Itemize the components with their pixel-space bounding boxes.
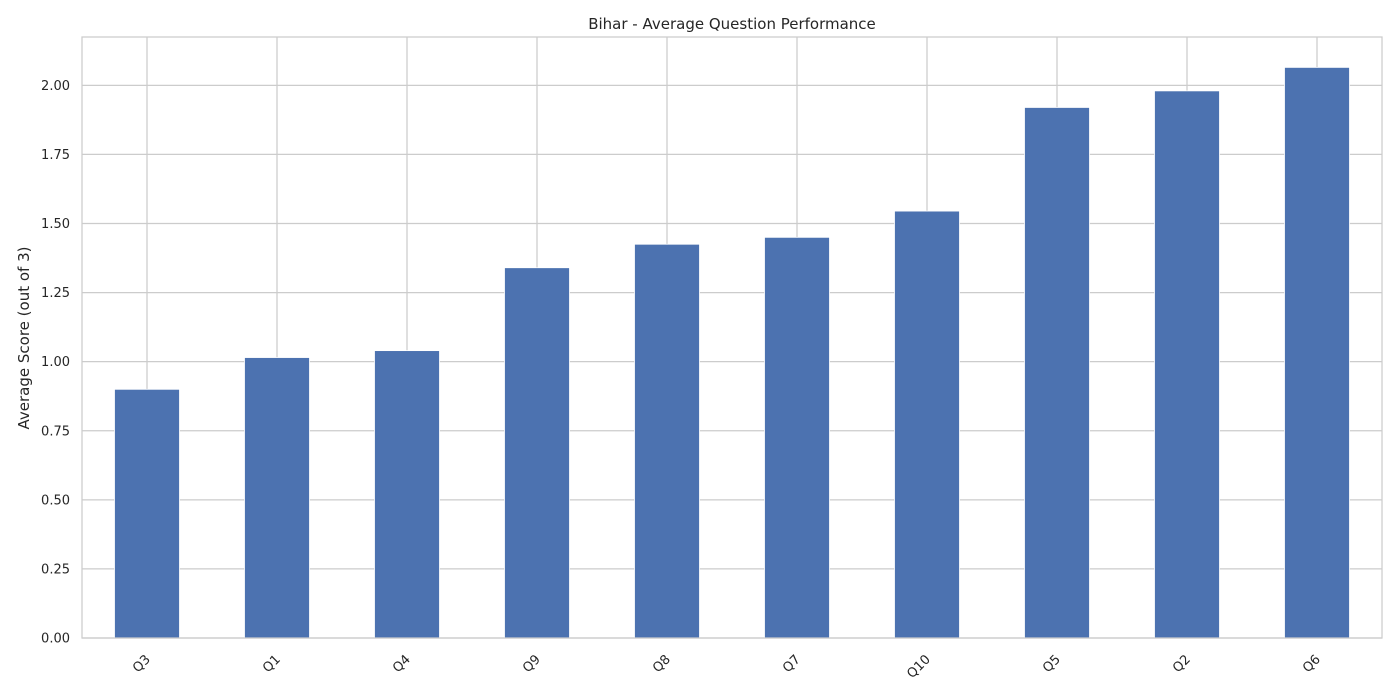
y-tick-label: 2.00 [41,79,70,94]
bar-q4 [374,350,440,639]
bar-q5 [1024,107,1090,639]
y-tick-label: 0.50 [41,493,70,508]
bar-q9 [504,267,570,639]
bar-q8 [634,243,700,639]
bar-q1 [244,357,310,639]
y-tick-label: 0.75 [41,424,70,439]
y-tick-label: 1.75 [41,148,70,163]
bar-q2 [1154,90,1220,639]
y-axis-label: Average Score (out of 3) [15,247,33,430]
y-tick-label: 1.25 [41,286,70,301]
bars [114,66,1350,639]
y-tick-label: 0.00 [41,632,70,647]
y-tick-label: 1.00 [41,355,70,370]
bar-q7 [764,236,830,639]
bar-q6 [1284,66,1350,639]
plot-frame [81,36,1383,639]
chart-title: Bihar - Average Question Performance [588,15,876,33]
y-tick-label: 1.50 [41,217,70,232]
y-tick-labels: 0.00 0.25 0.50 0.75 1.00 1.25 1.50 1.75 2.00 [41,79,70,647]
bar-q10 [894,210,960,639]
bar-q3 [114,388,180,639]
y-tick-label: 0.25 [41,562,70,577]
